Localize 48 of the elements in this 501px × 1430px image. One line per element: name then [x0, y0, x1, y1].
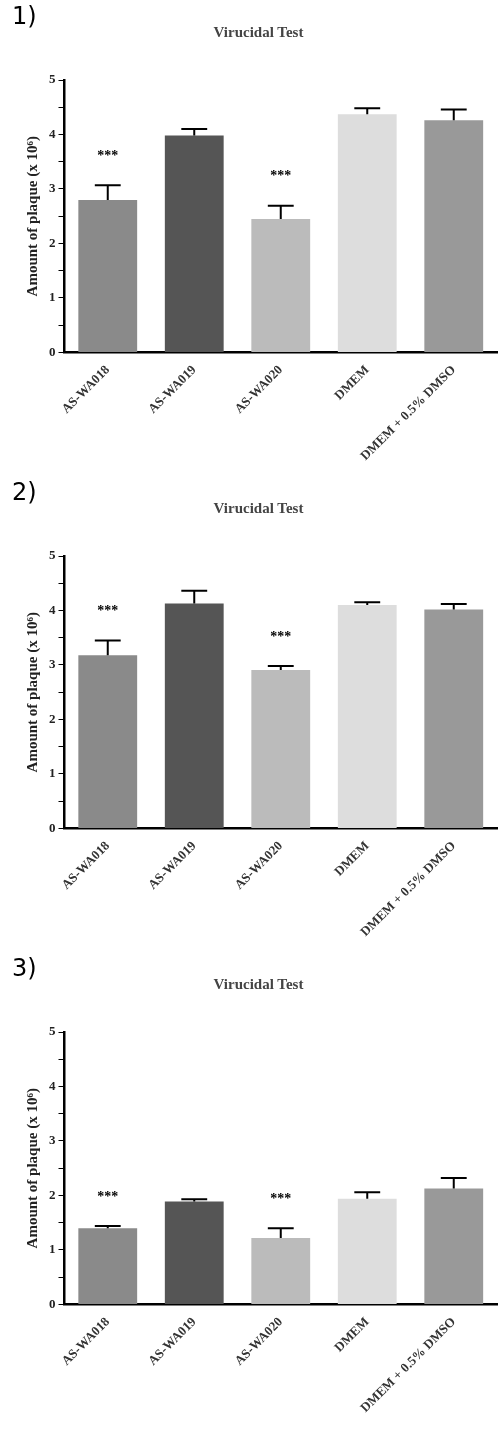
- bar: [164, 1201, 224, 1304]
- annotation: ***: [97, 1188, 119, 1204]
- y-tick-label: 3: [49, 1132, 56, 1148]
- y-tick-label: 3: [49, 180, 56, 196]
- y-tick-label: 0: [49, 1295, 56, 1311]
- chart-title: Virucidal Test: [213, 499, 304, 516]
- text: 2): [12, 478, 37, 507]
- y-axis-title: Amount of plaque (x 10⁶): [23, 1088, 41, 1249]
- bar: [78, 1228, 138, 1304]
- y-tick-label: 5: [49, 71, 56, 87]
- annotation: ***: [270, 1190, 292, 1206]
- y-tick-label: 2: [49, 710, 56, 726]
- y-tick-label: 1: [49, 765, 56, 781]
- chart-title: Virucidal Test: [213, 975, 304, 992]
- y-tick-label: 0: [49, 819, 56, 835]
- y-tick-label: 1: [49, 289, 56, 305]
- bar: [164, 603, 224, 828]
- annotation: ***: [97, 147, 119, 163]
- y-tick-label: 2: [49, 1186, 56, 1202]
- text: 1): [12, 2, 37, 31]
- bar: [251, 218, 311, 352]
- y-tick-label: 5: [49, 547, 56, 563]
- bar: [337, 605, 397, 828]
- annotation: ***: [97, 603, 119, 619]
- annotation: ***: [270, 628, 292, 644]
- y-tick-label: 0: [49, 343, 56, 359]
- bar: [164, 135, 224, 352]
- y-tick-label: 5: [49, 1023, 56, 1039]
- bar: [424, 1188, 484, 1304]
- y-tick-label: 4: [49, 125, 56, 141]
- text: 3): [12, 954, 37, 983]
- bar: [251, 1237, 311, 1304]
- bar: [337, 114, 397, 352]
- y-tick-label: 1: [49, 1241, 56, 1257]
- y-tick-label: 4: [49, 1077, 56, 1093]
- bar: [78, 199, 138, 352]
- y-axis-title: Amount of plaque (x 10⁶): [23, 136, 41, 297]
- bar: [424, 120, 484, 352]
- bar: [78, 655, 138, 828]
- bar: [424, 609, 484, 828]
- bar: [251, 669, 311, 828]
- annotation: ***: [270, 168, 292, 184]
- chart-title: Virucidal Test: [213, 23, 304, 40]
- y-tick-label: 4: [49, 601, 56, 617]
- bar: [337, 1198, 397, 1304]
- y-axis-title: Amount of plaque (x 10⁶): [23, 612, 41, 773]
- y-tick-label: 3: [49, 656, 56, 672]
- y-tick-label: 2: [49, 234, 56, 250]
